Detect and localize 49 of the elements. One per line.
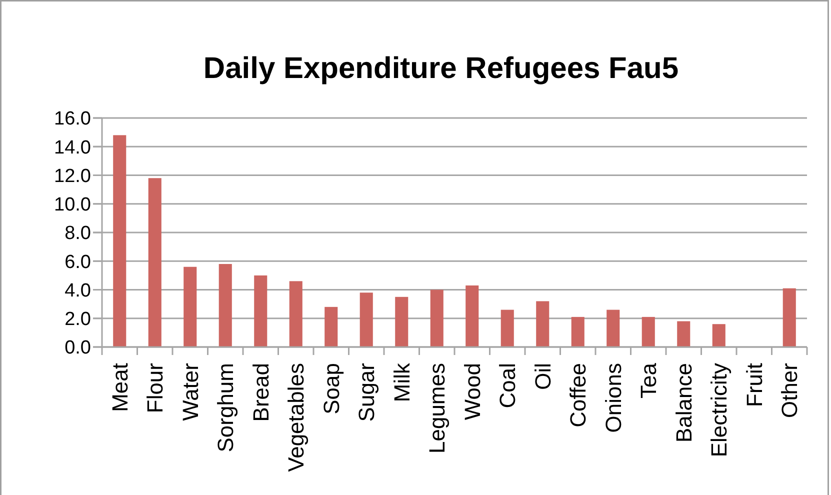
y-tick-label: 12.0 — [54, 166, 91, 187]
bar — [395, 296, 408, 347]
x-tick-label: Electricity — [706, 363, 732, 458]
bar — [218, 264, 232, 347]
x-tick-label: Other — [777, 363, 802, 418]
x-tick-label: Meat — [107, 363, 132, 412]
x-tick-label: Wood — [460, 363, 485, 420]
x-tick-label: Coal — [495, 363, 520, 408]
x-tick-label: Tea — [636, 362, 662, 398]
bar — [606, 310, 620, 347]
x-tick-label: Oil — [530, 363, 556, 390]
x-tick-label: Fruit — [742, 363, 767, 407]
x-tick-label: Bread — [248, 363, 274, 422]
bar — [466, 285, 479, 347]
y-tick-label: 16.0 — [54, 108, 91, 130]
x-tick-label: Onions — [600, 363, 626, 433]
bar — [254, 275, 268, 347]
bar — [677, 321, 690, 347]
bar — [782, 288, 796, 347]
y-tick-label: 2.0 — [64, 309, 91, 330]
x-tick-label: Soap — [318, 363, 344, 414]
bar — [324, 306, 338, 347]
bar — [536, 301, 550, 347]
x-tick-label: Coffee — [566, 363, 591, 428]
bar — [712, 324, 726, 347]
x-tick-label: Flour — [142, 363, 168, 414]
bar — [148, 178, 162, 347]
y-tick-label: 14.0 — [54, 137, 91, 158]
x-tick-label: Sorghum — [213, 363, 238, 452]
bar — [430, 290, 444, 347]
x-tick-label: Legumes — [424, 363, 450, 454]
y-tick-label: 10.0 — [54, 194, 91, 216]
bar — [360, 292, 373, 347]
y-tick-label: 8.0 — [64, 223, 91, 244]
bar — [289, 281, 302, 347]
chart-title: Daily Expenditure Refugees Fau5 — [203, 52, 679, 85]
bar — [500, 310, 514, 347]
x-tick-label: Sugar — [354, 363, 380, 422]
y-tick-label: 6.0 — [64, 252, 91, 273]
x-tick-label: Vegetables — [284, 363, 309, 472]
y-tick-label: 4.0 — [64, 280, 91, 302]
bar — [184, 266, 197, 347]
x-tick-label: Milk — [389, 362, 414, 402]
bar — [642, 316, 655, 347]
x-tick-label: Balance — [671, 363, 696, 443]
y-tick-label: 0.0 — [64, 338, 91, 359]
bar — [113, 135, 126, 347]
bar — [571, 316, 584, 347]
x-tick-label: Water — [178, 363, 203, 421]
